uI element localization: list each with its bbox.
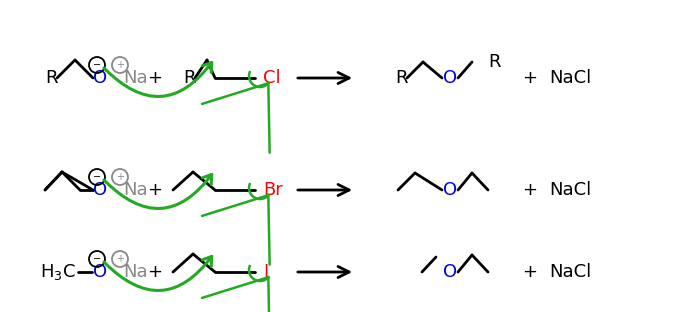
Text: −: − <box>93 254 101 264</box>
FancyArrowPatch shape <box>104 174 211 208</box>
Text: NaCl: NaCl <box>549 181 591 199</box>
Text: O: O <box>443 181 457 199</box>
Text: H$_3$C: H$_3$C <box>40 262 76 282</box>
Text: NaCl: NaCl <box>549 69 591 87</box>
Text: R: R <box>45 69 57 87</box>
Text: NaCl: NaCl <box>549 263 591 281</box>
FancyArrowPatch shape <box>104 256 211 290</box>
Text: +: + <box>522 263 538 281</box>
Text: R: R <box>488 53 500 71</box>
Text: O: O <box>93 69 107 87</box>
Text: +: + <box>522 69 538 87</box>
Text: Cl: Cl <box>263 69 281 87</box>
Text: −: − <box>93 172 101 182</box>
Text: R: R <box>183 69 195 87</box>
Text: +: + <box>148 263 162 281</box>
Text: Na: Na <box>123 181 148 199</box>
Text: O: O <box>443 69 457 87</box>
Text: O: O <box>93 181 107 199</box>
FancyArrowPatch shape <box>104 62 211 96</box>
Text: +: + <box>116 60 124 70</box>
Text: +: + <box>522 181 538 199</box>
Text: +: + <box>148 69 162 87</box>
Text: Na: Na <box>123 69 148 87</box>
Text: Na: Na <box>123 263 148 281</box>
Text: Br: Br <box>263 181 283 199</box>
Text: I: I <box>263 263 268 281</box>
Text: +: + <box>148 181 162 199</box>
Text: +: + <box>116 172 124 182</box>
Text: +: + <box>116 254 124 264</box>
Text: O: O <box>93 263 107 281</box>
Text: O: O <box>443 263 457 281</box>
Text: R: R <box>395 69 407 87</box>
Text: −: − <box>93 60 101 70</box>
